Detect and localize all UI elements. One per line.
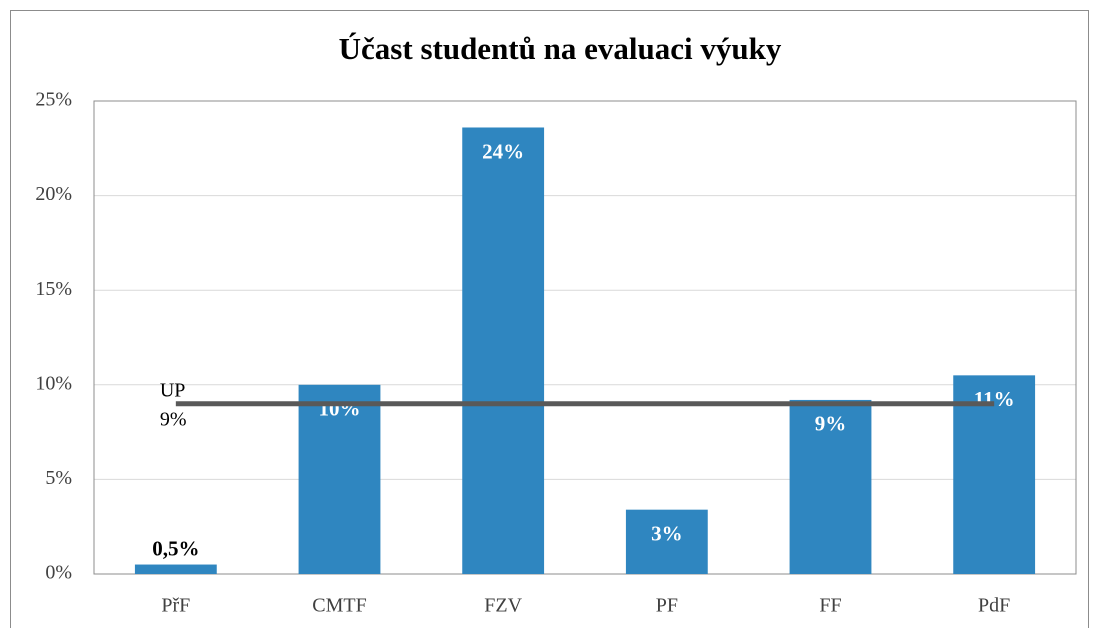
data-label: 3% xyxy=(651,521,683,545)
y-tick-label: 10% xyxy=(35,372,72,394)
x-tick-label: PdF xyxy=(978,595,1010,617)
bar xyxy=(953,375,1036,574)
y-tick-label: 20% xyxy=(35,183,72,205)
x-tick-label: FF xyxy=(819,595,841,617)
x-tick-label: FZV xyxy=(484,595,522,617)
y-tick-label: 25% xyxy=(35,89,72,111)
y-tick-label: 5% xyxy=(45,467,72,489)
bar xyxy=(789,399,872,574)
chart-title: Účast studentů na evaluaci výuky xyxy=(339,31,782,66)
y-tick-label: 0% xyxy=(45,562,72,584)
bar xyxy=(462,127,545,574)
reference-label: 9% xyxy=(160,408,187,430)
x-tick-label: PřF xyxy=(161,595,190,617)
data-label: 11% xyxy=(974,387,1015,411)
chart-frame xyxy=(10,10,1089,628)
bar xyxy=(625,509,708,574)
bar xyxy=(298,384,381,574)
data-label: 10% xyxy=(319,397,361,421)
reference-name: UP xyxy=(160,379,186,401)
bar xyxy=(134,564,217,574)
x-tick-label: PF xyxy=(656,595,678,617)
plot-area xyxy=(93,100,1077,575)
x-tick-label: CMTF xyxy=(312,595,366,617)
data-label: 0,5% xyxy=(152,536,199,560)
y-tick-label: 15% xyxy=(35,278,72,300)
data-label: 24% xyxy=(482,139,524,163)
data-label: 9% xyxy=(815,412,847,436)
